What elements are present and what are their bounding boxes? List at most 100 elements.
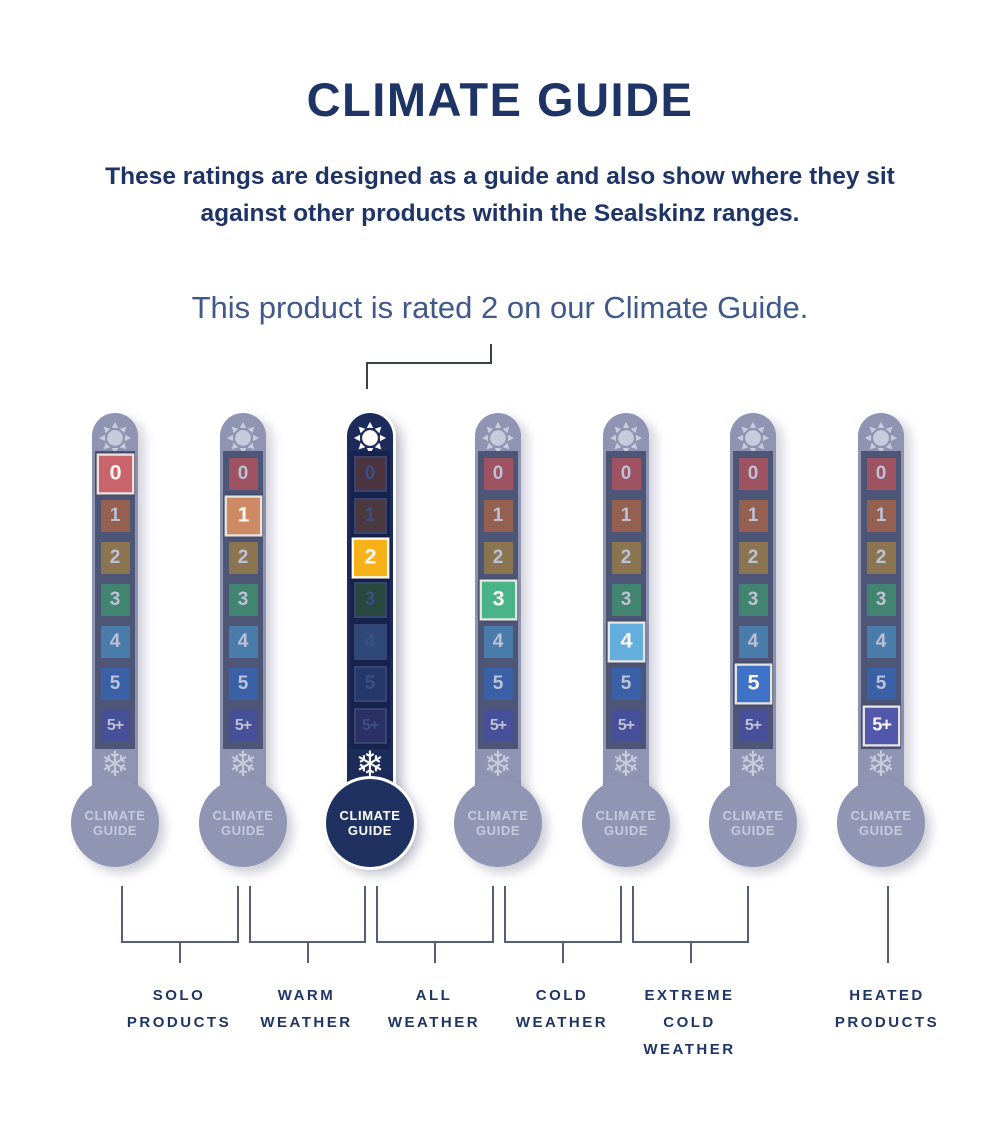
page-description: These ratings are designed as a guide an… (105, 163, 895, 227)
rating-cell-label: 5+ (617, 717, 635, 734)
thermometer-track: 0 1 2 3 4 5 5+ (733, 451, 773, 749)
climate-guide-bulb: CLIMATE GUIDE (199, 779, 287, 867)
climate-guide-label: CLIMATE GUIDE (339, 808, 401, 838)
thermometer-rating-5plus: 0 1 2 3 4 5 5+ ❄ CLIMATE GUIDE (837, 413, 925, 868)
rating-cell-5: 5 (481, 666, 515, 702)
bracket-stem-line (562, 941, 564, 963)
group-label: COLD WEATHER (515, 987, 609, 1031)
thermometer-rating-2: 0 1 2 3 4 5 5+ ❄ CLIMATE GUIDE (326, 413, 414, 868)
thermometer-rating-3: 0 1 2 3 4 5 5+ ❄ CLIMATE GUIDE (454, 413, 542, 868)
rating-cell-5+: 5+ (862, 705, 900, 747)
bracket-stem-line (689, 941, 692, 963)
climate-guide-bulb: CLIMATE GUIDE (326, 779, 414, 867)
rating-cell-5+: 5+ (736, 708, 770, 744)
rating-cell-5: 5 (864, 666, 898, 702)
rating-cell-label: 0 (492, 463, 504, 484)
rating-cell-label: 5+ (361, 717, 379, 734)
climate-guide-bulb: CLIMATE GUIDE (454, 779, 542, 867)
rating-cell-label: 2 (875, 547, 887, 568)
rating-cell-label: 5 (109, 673, 121, 694)
rating-cell-label: 5+ (871, 715, 892, 736)
rating-cell-label: 2 (620, 547, 632, 568)
rating-cell-1: 1 (481, 498, 515, 534)
thermometer-track: 0 1 2 3 4 5 5+ (606, 451, 646, 749)
rating-cell-4: 4 (736, 624, 770, 660)
rating-cell-3: 3 (353, 582, 387, 618)
callout-line-horizontal (366, 362, 492, 364)
rating-cell-label: 3 (747, 589, 759, 610)
snowflake-icon: ❄ (355, 745, 385, 785)
thermometer-rating-4: 0 1 2 3 4 5 5+ ❄ CLIMATE GUIDE (582, 413, 670, 868)
rating-cell-label: 5+ (744, 717, 762, 734)
rating-cell-4: 4 (607, 621, 645, 663)
bracket-stem-line (434, 941, 436, 963)
rating-cell-5: 5 (98, 666, 132, 702)
rating-cell-5+: 5+ (353, 708, 387, 744)
thermometer-rating-5: 0 1 2 3 4 5 5+ ❄ CLIMATE GUIDE (709, 413, 797, 868)
thermometer-track: 0 1 2 3 4 5 5+ (861, 451, 901, 749)
climate-guide-bulb: CLIMATE GUIDE (71, 779, 159, 867)
rating-cell-label: 5 (746, 671, 760, 696)
climate-guide-bulb: CLIMATE GUIDE (582, 779, 670, 867)
snowflake-icon: ❄ (228, 745, 258, 785)
rating-cell-5: 5 (353, 666, 387, 702)
rating-cell-5: 5 (226, 666, 260, 702)
rating-cell-2: 2 (351, 537, 389, 579)
rating-cell-1: 1 (736, 498, 770, 534)
rating-cell-label: 5 (237, 673, 249, 694)
rating-cell-0: 0 (736, 456, 770, 492)
rating-cell-label: 3 (875, 589, 887, 610)
rating-cell-0: 0 (353, 456, 387, 492)
rating-cell-0: 0 (226, 456, 260, 492)
climate-guide-bulb: CLIMATE GUIDE (837, 779, 925, 867)
rating-cell-4: 4 (226, 624, 260, 660)
rating-cell-label: 1 (364, 505, 376, 526)
rating-cell-1: 1 (609, 498, 643, 534)
sun-icon (97, 420, 133, 456)
thermometer-rating-0: 0 1 2 3 4 5 5+ ❄ CLIMATE GUIDE (71, 413, 159, 868)
rating-cell-5+: 5+ (609, 708, 643, 744)
rating-cell-label: 0 (875, 463, 887, 484)
bracket-right-line (364, 886, 366, 941)
rating-cell-4: 4 (353, 624, 387, 660)
rating-cell-label: 1 (620, 505, 632, 526)
rating-cell-label: 0 (620, 463, 632, 484)
rating-cell-label: 5 (492, 673, 504, 694)
rating-cell-label: 5 (620, 673, 632, 694)
rating-cell-label: 4 (619, 629, 633, 654)
bracket-left-line (121, 886, 123, 941)
group-label: SOLO PRODUCTS (126, 987, 232, 1031)
climate-guide-label: CLIMATE GUIDE (595, 808, 657, 838)
rating-cell-4: 4 (864, 624, 898, 660)
rating-cell-label: 1 (109, 505, 121, 526)
rating-cell-2: 2 (864, 540, 898, 576)
rating-cell-label: 1 (747, 505, 759, 526)
rating-cell-label: 5 (364, 673, 376, 694)
thermometer-track: 0 1 2 3 4 5 5+ (223, 451, 263, 749)
rating-cell-label: 0 (364, 463, 376, 484)
bracket-right-line (237, 886, 239, 941)
bracket-left-line (249, 886, 251, 941)
thermometer-track: 0 1 2 3 4 5 5+ (350, 451, 390, 749)
climate-guide-label: CLIMATE GUIDE (467, 808, 529, 838)
rating-cell-0: 0 (609, 456, 643, 492)
bracket-stem-line (887, 886, 889, 963)
rating-cell-label: 4 (875, 631, 887, 652)
rating-cell-label: 1 (236, 503, 250, 528)
rating-cell-5+: 5+ (98, 708, 132, 744)
rating-cell-3: 3 (609, 582, 643, 618)
rating-cell-5: 5 (609, 666, 643, 702)
climate-guide-label: CLIMATE GUIDE (850, 808, 912, 838)
bracket-left-line (376, 886, 378, 941)
bracket-stem-line (179, 941, 181, 963)
rating-cell-5+: 5+ (226, 708, 260, 744)
rating-cell-3: 3 (479, 579, 517, 621)
rating-cell-label: 2 (109, 547, 121, 568)
rating-cell-0: 0 (481, 456, 515, 492)
snowflake-icon: ❄ (611, 745, 641, 785)
rating-cell-label: 3 (237, 589, 249, 610)
rating-statement: This product is rated 2 on our Climate G… (191, 290, 809, 325)
climate-guide-label: CLIMATE GUIDE (84, 808, 146, 838)
rating-cell-label: 1 (875, 505, 887, 526)
